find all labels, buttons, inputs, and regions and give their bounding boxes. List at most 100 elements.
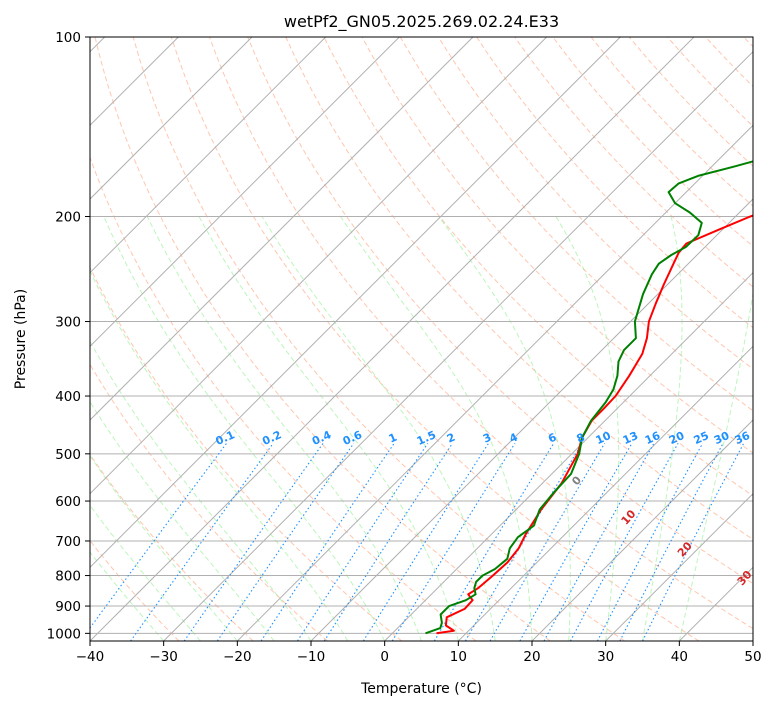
moist-adiabat-line — [146, 216, 422, 641]
mixing-ratio-label: 2 — [445, 431, 457, 446]
mixing-ratio-line — [183, 442, 324, 641]
mixing-ratio-label: 0.1 — [214, 428, 237, 448]
moist-adiabat-line — [198, 216, 459, 641]
isotherm-line — [163, 50, 753, 641]
y-tick-label: 500 — [55, 447, 81, 463]
mixing-ratio-line — [297, 442, 429, 641]
x-axis-label: Temperature (°C) — [360, 681, 482, 697]
moist-adiabat-line — [438, 216, 571, 641]
mixing-ratio-line — [362, 442, 490, 641]
isotherm-line — [90, 37, 400, 348]
mixing-ratio-label: 1.5 — [415, 428, 438, 448]
dry-adiabat-line — [399, 37, 753, 412]
isotherm-line — [90, 37, 474, 421]
dry-adiabat-line — [90, 156, 477, 641]
x-tick-label: 40 — [671, 649, 688, 665]
mixing-ratio-line — [543, 443, 655, 641]
dry-adiabat-line — [90, 266, 403, 641]
mixing-ratio-line — [216, 442, 355, 641]
chart-title: wetPf2_GN05.2025.269.02.24.E33 — [284, 12, 559, 32]
mixing-ratio-line — [464, 443, 583, 641]
moist-adiabat-line — [555, 216, 620, 641]
isotherm-line — [90, 37, 327, 274]
mixing-ratio-label: 30 — [712, 429, 732, 447]
isotherm-line — [384, 271, 753, 641]
mixing-ratio-label: 0.2 — [260, 428, 283, 448]
x-tick-label: 50 — [744, 649, 761, 665]
mixing-ratio-label: 0.4 — [310, 428, 333, 448]
x-tick-label: 30 — [597, 649, 614, 665]
moist-adiabat-line — [90, 269, 349, 641]
y-tick-label: 800 — [55, 569, 81, 585]
moist-adiabat-label: 0 — [569, 473, 584, 488]
mixing-ratio-line — [130, 442, 274, 641]
mixing-ratio-line — [90, 442, 228, 629]
mixing-ratio-line — [569, 443, 679, 641]
isotherm-line — [531, 419, 753, 641]
moist-adiabat-line — [90, 504, 201, 641]
mixing-ratio-line — [596, 443, 704, 641]
dry-adiabat-line — [94, 37, 551, 641]
mixing-ratio-line — [260, 442, 395, 641]
moist-adiabat-line — [90, 551, 165, 641]
dry-adiabat-line — [514, 37, 753, 288]
dry-adiabat-line — [247, 37, 753, 585]
moist-adiabat-line — [90, 455, 238, 641]
isotherm-line — [236, 124, 753, 641]
mixing-ratio-label: 20 — [667, 429, 687, 447]
plot-frame — [89, 36, 754, 642]
y-tick-label: 1000 — [47, 626, 81, 642]
moist-adiabat-line — [103, 216, 386, 641]
y-tick-label: 400 — [55, 389, 81, 405]
y-tick-label: 900 — [55, 599, 81, 615]
x-tick-label: 20 — [523, 649, 540, 665]
dry-adiabat-line — [552, 37, 753, 247]
mixing-ratio-label: 13 — [621, 429, 640, 447]
isotherm-line — [90, 37, 695, 641]
mixing-ratio-label: 1 — [387, 431, 399, 446]
dry-adiabat-line — [209, 37, 753, 630]
isotherm-line — [678, 566, 753, 641]
y-tick-label: 300 — [55, 315, 81, 331]
mixing-ratio-label: 25 — [692, 429, 711, 447]
isotherm-line — [90, 37, 253, 200]
mixing-ratio-label: 36 — [733, 429, 753, 447]
isotherm-line — [457, 345, 753, 641]
moist-adiabat-line — [90, 401, 275, 641]
moist-adiabat-line — [261, 216, 496, 641]
mixing-ratio-label: 10 — [594, 429, 614, 447]
dry-adiabat-line — [705, 37, 753, 88]
isotherm-line — [605, 492, 753, 641]
moist-adiabat-label: 30 — [735, 568, 755, 588]
mixing-ratio-line — [433, 443, 555, 641]
y-tick-label: 100 — [55, 30, 81, 46]
dry-adiabat-line — [743, 37, 753, 48]
dry-adiabat-line — [90, 453, 254, 641]
dry-adiabat-line — [170, 37, 700, 641]
isotherm-line — [752, 640, 753, 641]
moist-adiabat-label: 20 — [675, 539, 695, 559]
isotherm-line — [310, 198, 753, 641]
moist-adiabat-line — [340, 216, 533, 641]
dry-adiabat-line — [132, 37, 625, 641]
x-tick-label: −40 — [76, 649, 105, 665]
isotherm-line — [90, 37, 621, 569]
y-tick-label: 700 — [55, 534, 81, 550]
x-tick-label: −30 — [149, 649, 178, 665]
mixing-ratio-line — [391, 442, 516, 641]
dry-adiabat-line — [90, 539, 180, 641]
moist-adiabat-line — [642, 216, 683, 641]
y-tick-label: 200 — [55, 210, 81, 226]
dry-adiabat-line — [285, 37, 753, 540]
mixing-ratio-label: 0.6 — [341, 428, 364, 448]
y-axis-label: Pressure (hPa) — [13, 289, 29, 389]
x-tick-label: −10 — [297, 649, 326, 665]
mixing-ratio-label: 16 — [643, 429, 663, 447]
x-tick-label: −20 — [223, 649, 252, 665]
moist-adiabat-label: 10 — [619, 507, 639, 527]
moist-adiabat-line — [90, 340, 312, 641]
mixing-ratio-line — [489, 443, 606, 641]
dry-adiabat-line — [323, 37, 753, 497]
dry-adiabat-line — [437, 37, 753, 370]
